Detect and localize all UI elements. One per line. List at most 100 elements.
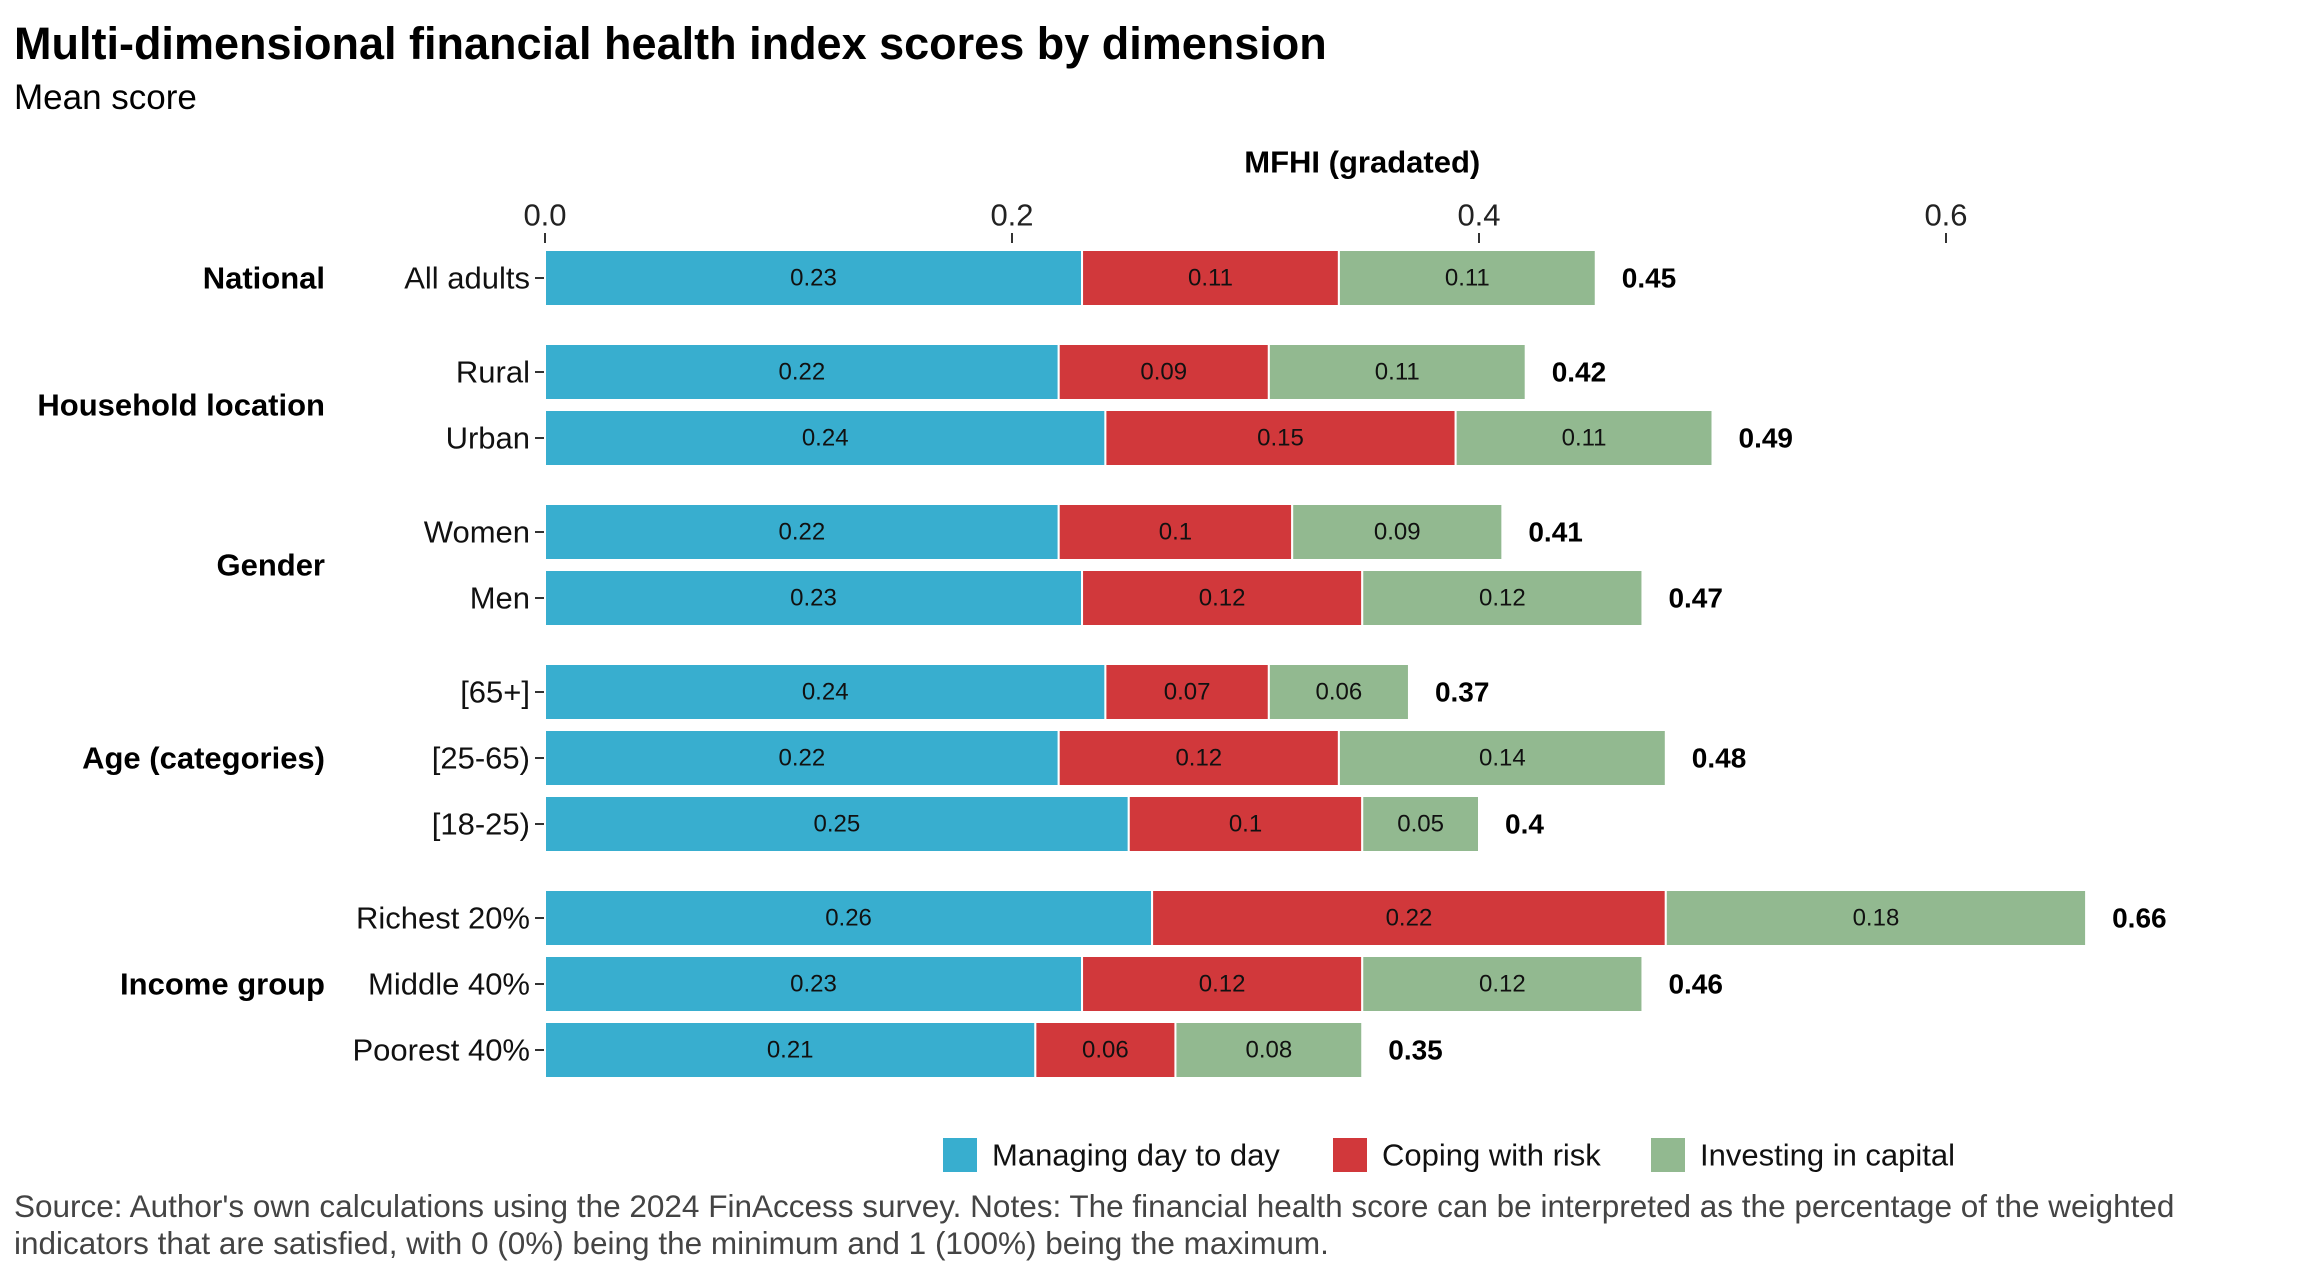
row-total-label: 0.46: [1668, 969, 1723, 1000]
segment-value-label: 0.26: [825, 905, 872, 932]
bar-segment: [544, 343, 1060, 401]
bar-segment: [1081, 249, 1340, 307]
segment-value-label: 0.21: [767, 1037, 814, 1064]
segment-value-label: 0.22: [1386, 905, 1433, 932]
bar-segment: [1337, 249, 1597, 307]
bar-segment: [1034, 1021, 1177, 1079]
row-total-label: 0.37: [1435, 677, 1490, 708]
segment-value-label: 0.23: [790, 971, 837, 998]
row-label: Women: [424, 515, 530, 550]
bar-segment: [1151, 889, 1667, 947]
row-total-label: 0.35: [1388, 1035, 1443, 1066]
chart-title: Multi-dimensional financial health index…: [14, 18, 1327, 69]
row-label: Poorest 40%: [353, 1033, 531, 1068]
segment-value-label: 0.24: [802, 679, 849, 706]
bar-segment: [1361, 955, 1644, 1013]
row-label: All adults: [404, 261, 530, 296]
x-tick-label: 0.0: [523, 198, 566, 233]
bar-segment: [544, 729, 1060, 787]
bar-segment: [544, 1021, 1037, 1079]
segment-value-label: 0.07: [1164, 679, 1211, 706]
segment-value-label: 0.09: [1374, 519, 1421, 546]
segment-value-label: 0.23: [790, 265, 837, 292]
row-label: Richest 20%: [356, 901, 530, 936]
legend-label: Investing in capital: [1700, 1138, 1955, 1173]
source-note: Source: Author's own calculations using …: [14, 1188, 2175, 1261]
legend-label: Managing day to day: [992, 1138, 1280, 1173]
row-total-label: 0.42: [1552, 357, 1607, 388]
row-total-label: 0.49: [1739, 423, 1794, 454]
bar-segment: [1174, 1021, 1364, 1079]
row-total-label: 0.66: [2112, 903, 2167, 934]
bar-segment: [1081, 569, 1364, 627]
group-label: Age (categories): [82, 741, 325, 776]
bar-segment: [1127, 795, 1364, 853]
row-total-label: 0.41: [1528, 517, 1583, 548]
segment-value-label: 0.12: [1199, 971, 1246, 998]
group-label: Income group: [120, 967, 325, 1002]
segment-value-label: 0.22: [778, 519, 825, 546]
bar-segment: [544, 889, 1154, 947]
row-label: [25-65): [432, 741, 530, 776]
bar-segment: [544, 249, 1084, 307]
bar-segment: [1267, 343, 1527, 401]
row-label: Men: [470, 581, 530, 616]
bar-segment: [1337, 729, 1667, 787]
segment-value-label: 0.12: [1175, 745, 1222, 772]
bar-segment: [1081, 955, 1364, 1013]
row-label: Rural: [456, 355, 530, 390]
row-label: Middle 40%: [368, 967, 530, 1002]
bar-segment: [1361, 569, 1644, 627]
segment-value-label: 0.22: [778, 745, 825, 772]
bar-segment: [544, 409, 1107, 467]
segment-value-label: 0.06: [1082, 1037, 1129, 1064]
bar-segment: [1267, 663, 1410, 721]
segment-value-label: 0.08: [1245, 1037, 1292, 1064]
segment-value-label: 0.22: [778, 359, 825, 386]
segment-value-label: 0.23: [790, 585, 837, 612]
legend-swatch: [943, 1138, 977, 1172]
segment-value-label: 0.1: [1159, 519, 1192, 546]
segment-value-label: 0.12: [1479, 971, 1526, 998]
row-total-label: 0.4: [1505, 809, 1544, 840]
segment-value-label: 0.25: [814, 811, 861, 838]
bar-segment: [1057, 343, 1270, 401]
x-tick-label: 0.4: [1457, 198, 1500, 233]
row-total-label: 0.45: [1622, 263, 1677, 294]
segment-value-label: 0.12: [1479, 585, 1526, 612]
segment-value-label: 0.1: [1229, 811, 1262, 838]
legend-label: Coping with risk: [1382, 1138, 1601, 1173]
legend-swatch: [1333, 1138, 1367, 1172]
group-label: National: [203, 261, 325, 296]
bar-segment: [1057, 503, 1294, 561]
chart-subtitle: Mean score: [14, 78, 197, 117]
segment-value-label: 0.05: [1397, 811, 1444, 838]
bar-segment: [544, 795, 1130, 853]
bar-segment: [1454, 409, 1714, 467]
row-total-label: 0.48: [1692, 743, 1747, 774]
x-tick-label: 0.2: [990, 198, 1033, 233]
x-tick-label: 0.6: [1924, 198, 1967, 233]
row-label: Urban: [446, 421, 530, 456]
segment-value-label: 0.12: [1199, 585, 1246, 612]
segment-value-label: 0.24: [802, 425, 849, 452]
row-label: [65+]: [460, 675, 530, 710]
bar-segment: [1664, 889, 2088, 947]
row-total-label: 0.47: [1668, 583, 1723, 614]
x-axis-title: MFHI (gradated): [1244, 145, 1480, 180]
segment-value-label: 0.14: [1479, 745, 1526, 772]
bar-segment: [544, 569, 1084, 627]
group-label: Household location: [37, 388, 325, 423]
segment-value-label: 0.11: [1375, 359, 1420, 386]
segment-value-label: 0.11: [1445, 265, 1490, 292]
legend-swatch: [1651, 1138, 1685, 1172]
bar-segment: [1291, 503, 1504, 561]
segment-value-label: 0.06: [1316, 679, 1363, 706]
segment-value-label: 0.15: [1257, 425, 1304, 452]
bar-segment: [544, 503, 1060, 561]
group-label: Gender: [216, 548, 325, 583]
bar-segment: [544, 663, 1107, 721]
segment-value-label: 0.09: [1140, 359, 1187, 386]
segment-value-label: 0.18: [1853, 905, 1900, 932]
